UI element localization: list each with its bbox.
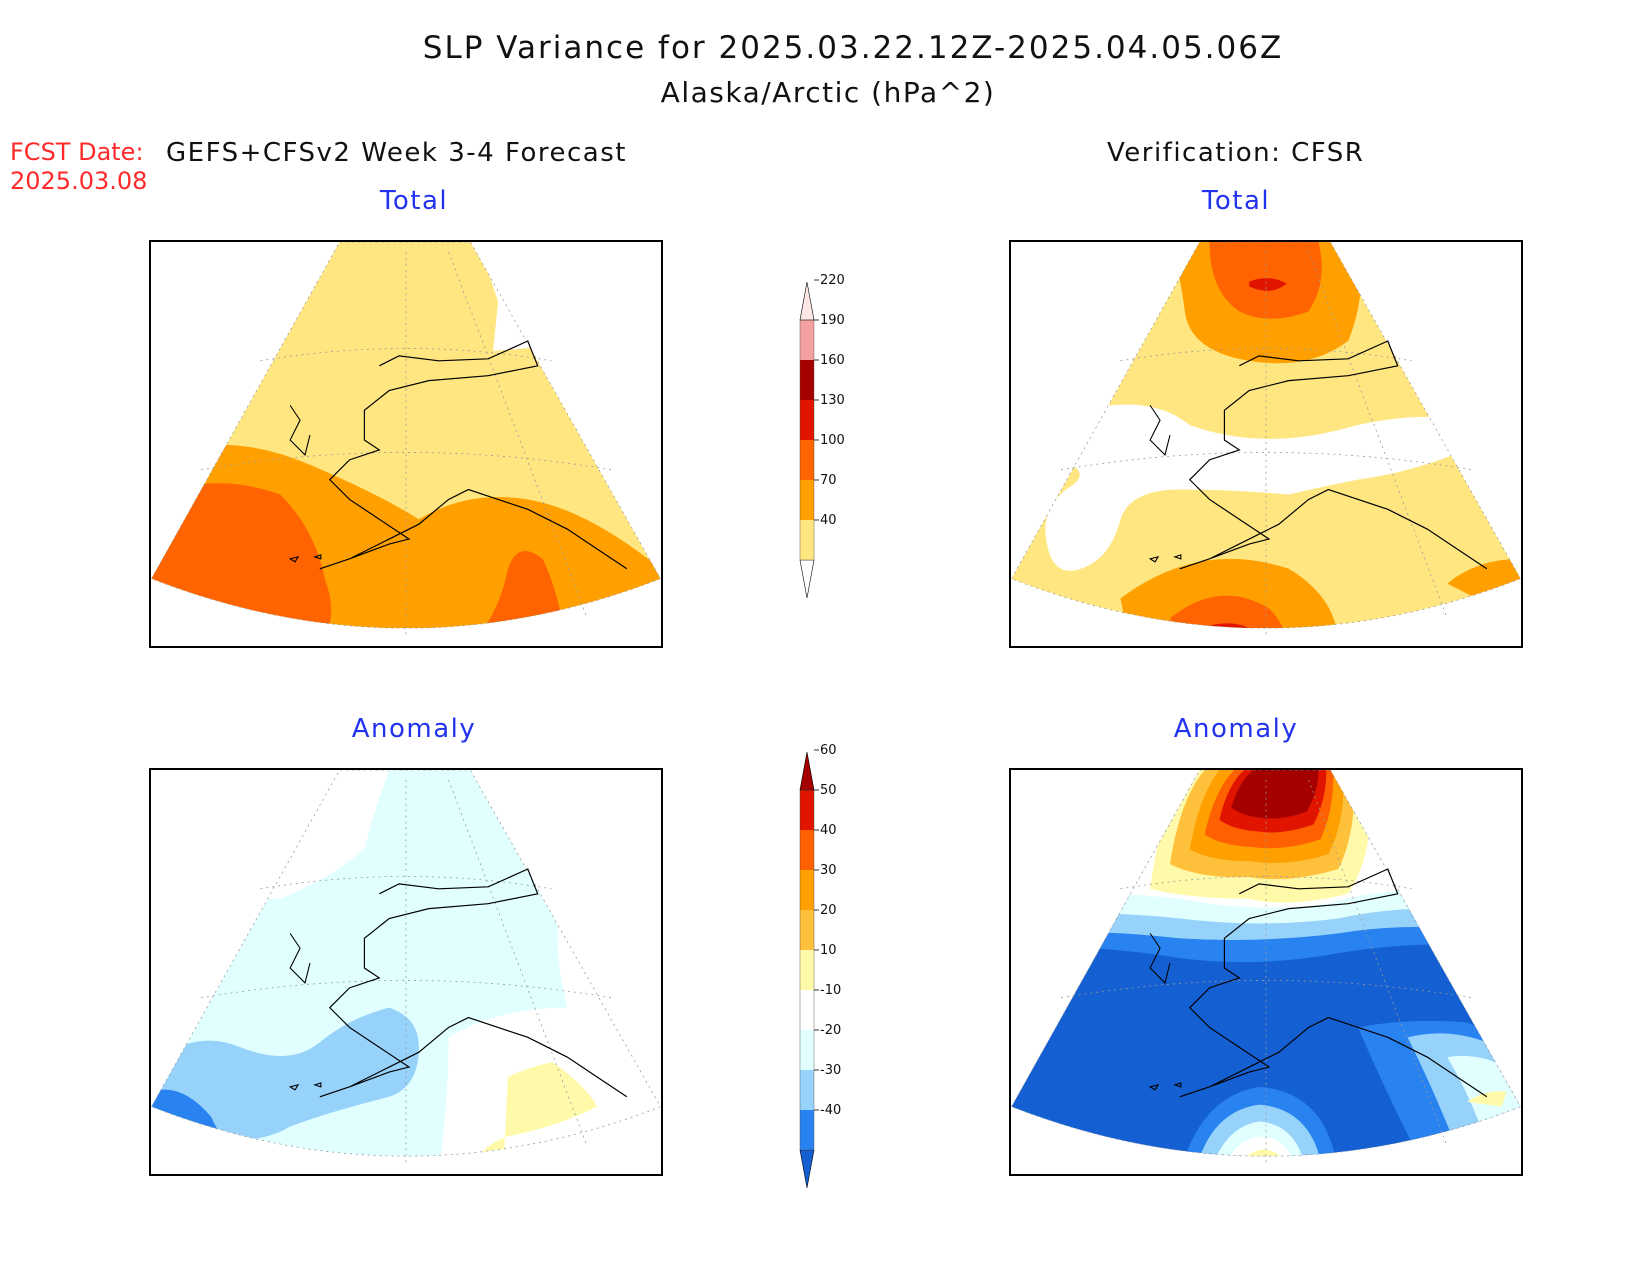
colorbar-segment xyxy=(800,440,814,480)
figure-subtitle: Alaska/Arctic (hPa^2) xyxy=(660,76,996,109)
forecast-total-map xyxy=(149,240,663,648)
colorbar-segment xyxy=(800,1110,814,1150)
colorbar-segment xyxy=(800,910,814,950)
colorbar-tick-label: 100 xyxy=(820,433,845,448)
colorbar-tick-label: -20 xyxy=(820,1023,841,1038)
forecast-anomaly-map xyxy=(149,768,663,1176)
colorbar-tick-label: 10 xyxy=(820,943,837,958)
verification-total-map xyxy=(1009,240,1523,648)
colorbar-tick-label: 130 xyxy=(820,393,845,408)
colorbar-segment xyxy=(800,1030,814,1070)
top-left-panel-title: Total xyxy=(379,186,449,216)
colorbar-tick-label: -40 xyxy=(820,1103,841,1118)
total-colorbar: 40 70 100 130 160 190 220 xyxy=(799,273,845,599)
colorbar-lower-arrow xyxy=(799,1149,815,1189)
colorbar-tick-label: 160 xyxy=(820,353,845,368)
colorbar-segment xyxy=(800,870,814,910)
forecast-column-header: GEFS+CFSv2 Week 3-4 Forecast xyxy=(166,138,627,168)
colorbar-upper-arrow xyxy=(799,281,815,321)
colorbar-segment xyxy=(800,990,814,1030)
verification-column-header: Verification: CFSR xyxy=(1107,138,1365,168)
colorbar-tick-label: -10 xyxy=(820,983,841,998)
colorbar-segment xyxy=(800,520,814,560)
colorbar-segment xyxy=(800,950,814,990)
colorbar-lower-arrow xyxy=(799,559,815,599)
forecast-date: FCST Date: 2025.03.08 xyxy=(10,138,147,196)
colorbar-tick-label: 50 xyxy=(820,783,837,798)
colorbar-tick-label: 70 xyxy=(820,473,837,488)
forecast-date-value: 2025.03.08 xyxy=(10,167,148,195)
figure-title: SLP Variance for 2025.03.22.12Z-2025.04.… xyxy=(422,30,1284,66)
colorbar-segment xyxy=(800,480,814,520)
verification-anomaly-map xyxy=(1009,768,1523,1176)
bottom-right-panel-title: Anomaly xyxy=(1173,714,1299,744)
colorbar-segment xyxy=(800,1070,814,1110)
colorbar-tick-label: 60 xyxy=(820,743,837,758)
colorbar-segment xyxy=(800,360,814,400)
colorbar-tick-label: 40 xyxy=(820,823,837,838)
colorbar-tick-label: 190 xyxy=(820,313,845,328)
bottom-left-panel-title: Anomaly xyxy=(351,714,477,744)
colorbar-tick-label: 30 xyxy=(820,863,837,878)
forecast-date-label: FCST Date: xyxy=(10,138,144,166)
anomaly-colorbar: -40 -30 -20 -10 10 20 30 40 50 60 xyxy=(799,743,841,1189)
colorbar-segment xyxy=(800,790,814,830)
top-right-panel-title: Total xyxy=(1201,186,1271,216)
colorbar-segment xyxy=(800,400,814,440)
colorbar-tick-label: 220 xyxy=(820,273,845,288)
colorbar-segment xyxy=(800,830,814,870)
colorbar-upper-arrow xyxy=(799,751,815,791)
colorbar-tick-label: -30 xyxy=(820,1063,841,1078)
colorbar-tick-label: 20 xyxy=(820,903,837,918)
colorbar-tick-label: 40 xyxy=(820,513,837,528)
colorbar-segment xyxy=(800,320,814,360)
